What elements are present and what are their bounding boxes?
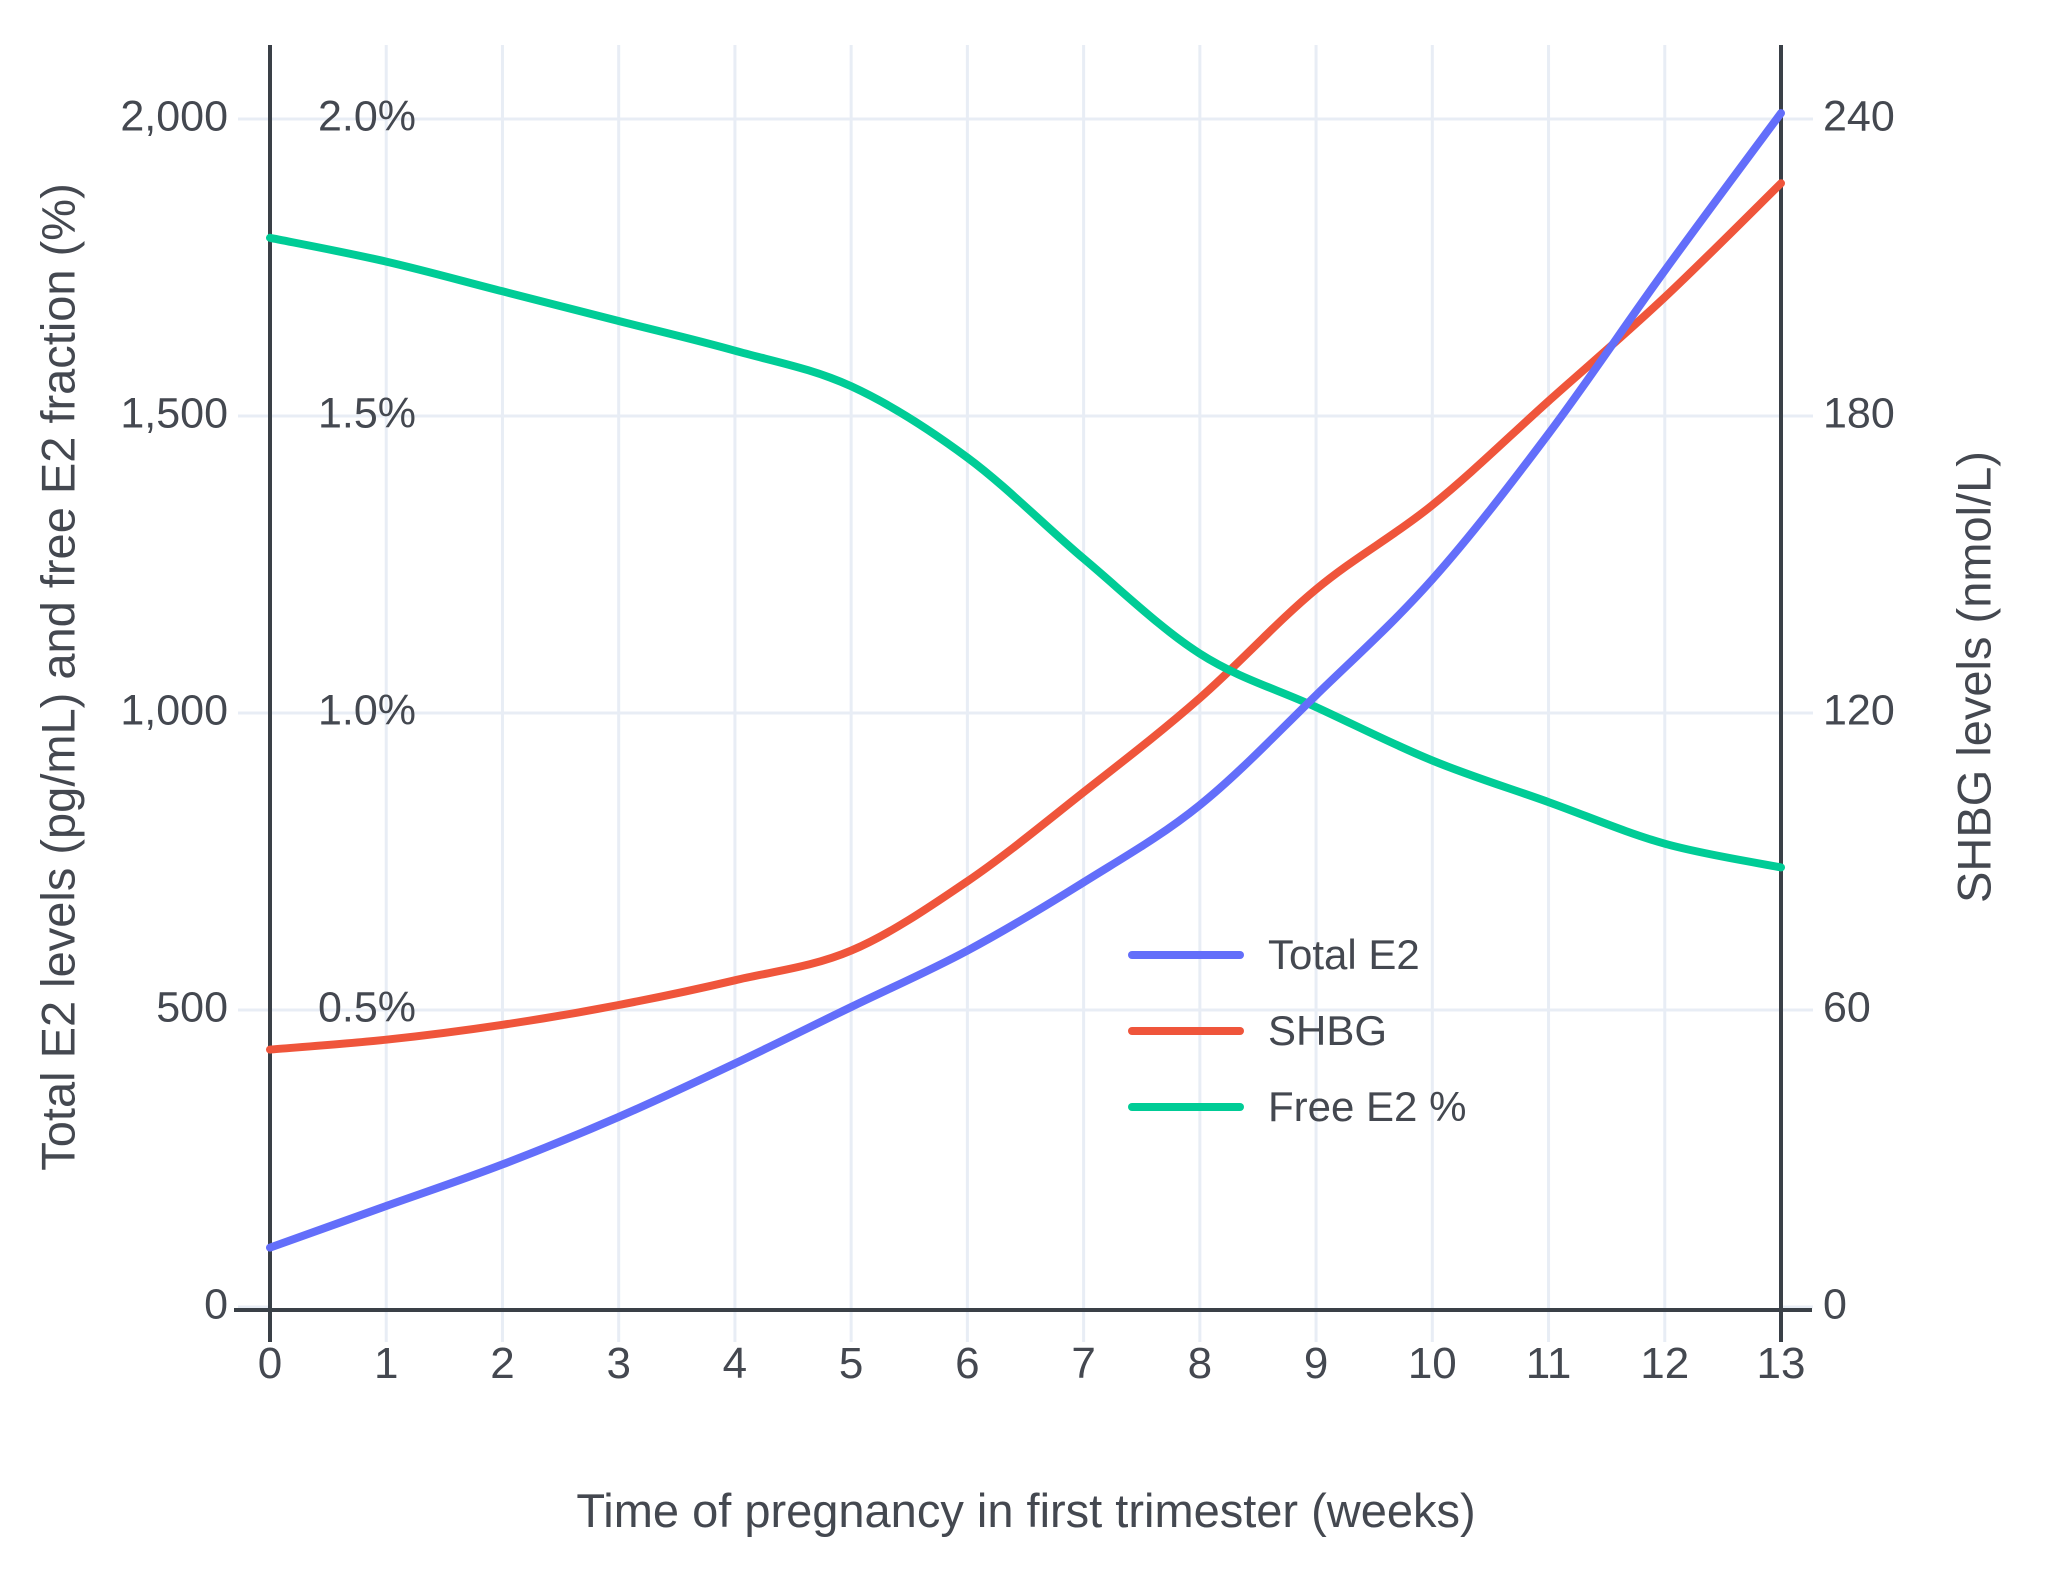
left-y-axis-title: Total E2 levels (pg/mL) and free E2 frac… bbox=[31, 183, 84, 1170]
right-tick-label: 0 bbox=[1823, 1280, 1847, 1328]
series-layer bbox=[266, 109, 1785, 1252]
x-tick-label: 13 bbox=[1757, 1339, 1806, 1388]
legend-item-free-e2-[interactable]: Free E2 % bbox=[1128, 1082, 1466, 1132]
series-line-free-e2-[interactable] bbox=[266, 233, 1785, 872]
legend-label: Total E2 bbox=[1268, 931, 1420, 978]
x-tick-label: 5 bbox=[839, 1339, 863, 1388]
left-tick-label: 0 bbox=[204, 1280, 228, 1328]
x-tick-label: 4 bbox=[723, 1339, 747, 1388]
x-tick-label: 10 bbox=[1408, 1339, 1457, 1388]
ticks-layer bbox=[238, 117, 1813, 1342]
x-tick-label: 6 bbox=[955, 1339, 979, 1388]
percent-tick-label: 1.0% bbox=[318, 686, 416, 734]
legend-swatch-line bbox=[1128, 951, 1244, 959]
x-tick-label: 11 bbox=[1526, 1339, 1572, 1388]
percent-tick-label: 0.5% bbox=[318, 983, 416, 1031]
legend-item-shbg[interactable]: SHBG bbox=[1128, 1006, 1466, 1056]
tick-labels-layer: 05001,0001,5002,0000.5%1.0%1.5%2.0%06012… bbox=[120, 92, 1894, 1388]
x-axis-title: Time of pregnancy in first trimester (we… bbox=[576, 1484, 1475, 1537]
x-tick-label: 9 bbox=[1304, 1339, 1328, 1388]
left-tick-label: 1,500 bbox=[120, 389, 228, 437]
legend-label: Free E2 % bbox=[1268, 1083, 1467, 1130]
series-line-total-e2[interactable] bbox=[266, 109, 1785, 1252]
percent-tick-label: 1.5% bbox=[318, 389, 416, 437]
legend-swatch-line bbox=[1128, 1027, 1244, 1035]
x-tick-label: 0 bbox=[258, 1339, 282, 1388]
x-tick-label: 2 bbox=[490, 1339, 514, 1388]
right-tick-label: 180 bbox=[1823, 389, 1895, 437]
legend: Total E2 SHBG Free E2 % bbox=[1128, 930, 1466, 1132]
legend-swatch-line bbox=[1128, 1103, 1244, 1111]
legend-item-total-e2[interactable]: Total E2 bbox=[1128, 930, 1466, 980]
left-tick-label: 1,000 bbox=[120, 686, 228, 734]
gridlines-layer bbox=[270, 45, 1781, 1310]
axis-lines-layer bbox=[234, 45, 1812, 1342]
left-tick-label: 500 bbox=[156, 983, 228, 1031]
x-tick-label: 12 bbox=[1640, 1339, 1689, 1388]
percent-tick-label: 2.0% bbox=[318, 92, 416, 140]
x-tick-label: 3 bbox=[606, 1339, 630, 1388]
x-tick-label: 8 bbox=[1188, 1339, 1212, 1388]
right-tick-label: 240 bbox=[1823, 92, 1895, 140]
series-line-shbg[interactable] bbox=[266, 179, 1785, 1054]
right-y-axis-title: SHBG levels (nmol/L) bbox=[1947, 451, 2000, 903]
x-tick-label: 1 bbox=[374, 1339, 398, 1388]
right-tick-label: 60 bbox=[1823, 983, 1871, 1031]
legend-label: SHBG bbox=[1268, 1007, 1388, 1054]
right-tick-label: 120 bbox=[1823, 686, 1895, 734]
x-tick-label: 7 bbox=[1071, 1339, 1095, 1388]
left-tick-label: 2,000 bbox=[120, 92, 228, 140]
